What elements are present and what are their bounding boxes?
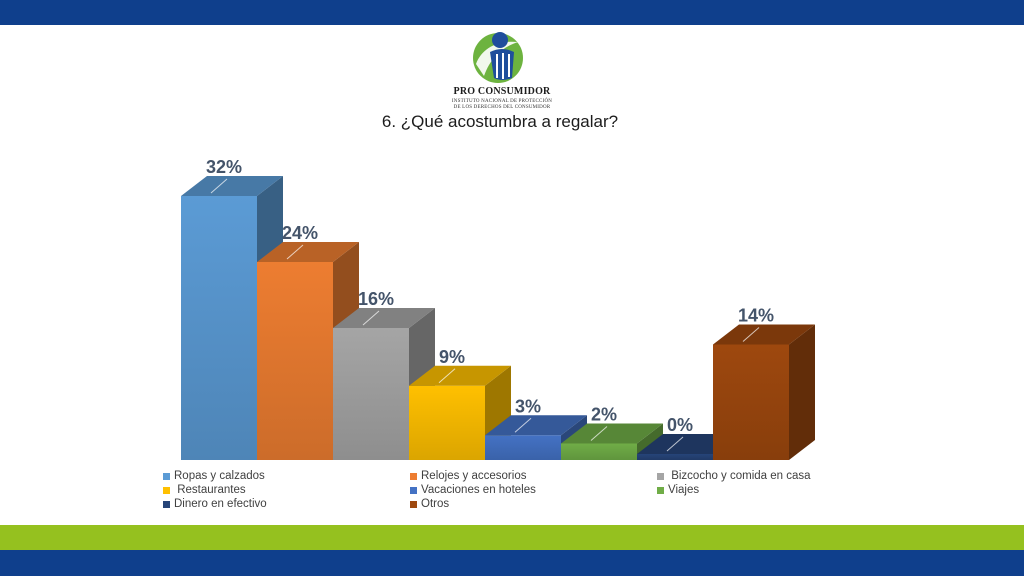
legend-item-6: Viajes [657, 484, 699, 496]
legend-item-3: Bizcocho y comida en casa [657, 470, 811, 482]
bar-front [713, 344, 789, 460]
data-label-1: 32% [206, 157, 242, 177]
bar-top [333, 308, 435, 328]
bar-top [257, 242, 359, 262]
legend-swatch [657, 486, 664, 494]
bar-top [181, 176, 283, 196]
bar-top [485, 415, 587, 436]
legend-swatch [410, 500, 417, 508]
label-leader [362, 310, 380, 326]
legend-swatch [163, 486, 170, 494]
legend-swatch [163, 500, 170, 508]
bar-8 [713, 324, 815, 460]
bar-top [561, 423, 663, 444]
legend-item-1: Ropas y calzados [163, 470, 265, 482]
legend-item-4: Restaurantes [163, 484, 246, 496]
legend-swatch [163, 472, 170, 480]
bar-top [713, 324, 815, 345]
bar-front [485, 435, 561, 460]
label-leader [514, 417, 532, 433]
data-label-2: 24% [282, 223, 318, 243]
legend-label: Restaurantes [174, 484, 246, 496]
bottom-band [0, 550, 1024, 576]
legend-label: Bizcocho y comida en casa [668, 470, 811, 482]
legend-swatch [410, 472, 417, 480]
data-label-7: 0% [667, 415, 693, 435]
legend-label: Vacaciones en hoteles [421, 484, 536, 496]
brand-name: PRO CONSUMIDOR [453, 86, 551, 97]
brand-subtitle-line2: DE LOS DERECHOS DEL CONSUMIDOR [453, 105, 551, 110]
brand-subtitle-line1: INSTITUTO NACIONAL DE PROTECCIÓN [451, 99, 553, 104]
data-label-3: 16% [358, 289, 394, 309]
legend-item-2: Relojes y accesorios [410, 470, 526, 482]
legend-label: Relojes y accesorios [421, 470, 527, 482]
bar-front [409, 385, 485, 460]
bar-front [257, 262, 333, 460]
data-label-6: 2% [591, 405, 617, 425]
label-leader [666, 436, 684, 452]
data-label-4: 9% [439, 347, 465, 367]
chart-title: 6. ¿Qué acostumbra a regalar? [381, 112, 619, 131]
bar-3 [333, 308, 435, 460]
legend-label: Otros [421, 498, 450, 510]
data-label-5: 3% [515, 396, 541, 416]
bar-front [181, 196, 257, 460]
chart-legend: Ropas y calzados Relojes y accesorios Biz… [163, 470, 863, 514]
bar-front [637, 454, 713, 460]
legend-label: Ropas y calzados [174, 470, 265, 482]
logo: PRO CONSUMIDOR INSTITUTO NACIONAL DE PRO… [440, 30, 564, 112]
green-band [0, 525, 1024, 550]
bar-front [333, 328, 409, 460]
bar-top [409, 365, 511, 386]
legend-item-8: Otros [410, 498, 449, 510]
bar-front [561, 443, 637, 460]
pro-consumidor-logo-icon [473, 32, 523, 83]
label-leader [286, 244, 304, 260]
legend-label: Viajes [668, 484, 700, 496]
legend-label: Dinero en efectivo [174, 498, 267, 510]
top-band [0, 0, 1024, 25]
label-leader [438, 368, 456, 384]
label-leader [742, 327, 760, 342]
legend-item-5: Vacaciones en hoteles [410, 484, 536, 496]
legend-swatch [657, 472, 664, 480]
bar-side [789, 324, 815, 460]
legend-item-7: Dinero en efectivo [163, 498, 267, 510]
label-leader [590, 426, 608, 441]
legend-swatch [410, 486, 417, 494]
data-label-8: 14% [738, 306, 774, 326]
label-leader [210, 178, 228, 194]
